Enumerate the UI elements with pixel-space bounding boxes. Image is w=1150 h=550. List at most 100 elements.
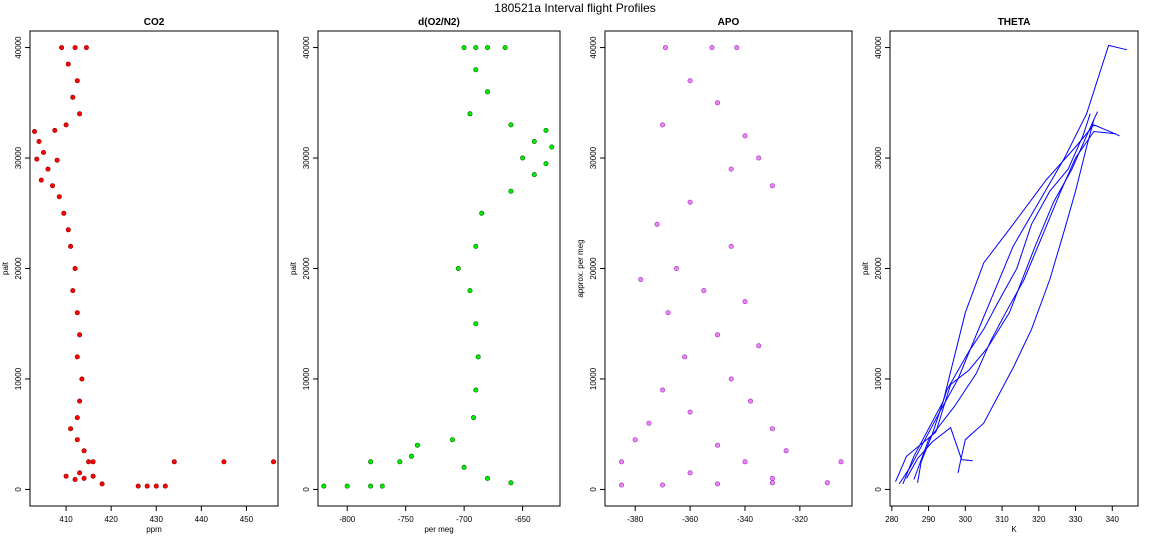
x-tick-label: 320 <box>1032 515 1046 524</box>
y-tick-label: 0 <box>874 487 883 492</box>
y-axis-label: palt <box>1 261 10 275</box>
y-tick-label: 20000 <box>589 257 598 280</box>
data-point <box>520 155 526 161</box>
data-point <box>714 442 720 448</box>
data-point <box>714 481 720 487</box>
data-point <box>543 127 549 133</box>
data-point <box>473 321 479 327</box>
data-point <box>654 221 660 227</box>
data-point <box>77 398 83 404</box>
x-tick-label: -650 <box>515 515 532 524</box>
data-point <box>687 409 693 415</box>
series-line <box>895 111 1099 482</box>
data-point <box>171 459 177 465</box>
data-point <box>714 332 720 338</box>
data-point <box>72 476 78 482</box>
x-tick-label: -800 <box>339 515 356 524</box>
x-tick-label: -380 <box>627 515 644 524</box>
y-tick-label: 0 <box>14 487 23 492</box>
data-point <box>56 194 62 200</box>
data-point <box>734 45 740 51</box>
x-tick-label: 450 <box>240 515 254 524</box>
data-point <box>408 453 414 459</box>
data-point <box>81 448 87 454</box>
data-point <box>618 482 624 488</box>
data-point <box>549 144 555 150</box>
panel-title: APO <box>718 17 740 28</box>
y-tick-label: 20000 <box>302 257 311 280</box>
data-point <box>74 310 80 316</box>
y-tick-label: 10000 <box>589 367 598 390</box>
x-tick-label: -340 <box>737 515 754 524</box>
data-point <box>38 177 44 183</box>
y-tick-label: 10000 <box>874 367 883 390</box>
data-point <box>77 332 83 338</box>
y-tick-label: 40000 <box>302 36 311 59</box>
data-point <box>484 475 490 481</box>
data-point <box>701 288 707 294</box>
x-tick-label: 440 <box>195 515 209 524</box>
figure-title: 180521a Interval flight Profiles <box>494 1 655 15</box>
data-point <box>479 210 485 216</box>
y-tick-label: 0 <box>302 487 311 492</box>
series-line <box>917 113 1091 483</box>
data-point <box>414 442 420 448</box>
x-tick-label: 340 <box>1106 515 1120 524</box>
y-tick-label: 30000 <box>589 146 598 169</box>
x-tick-label: 410 <box>59 515 73 524</box>
data-point <box>31 129 37 135</box>
data-point <box>455 265 461 271</box>
data-point <box>90 473 96 479</box>
data-point <box>747 398 753 404</box>
x-axis-label: ppm <box>146 525 162 534</box>
data-point <box>508 480 514 486</box>
data-point <box>687 78 693 84</box>
data-point <box>769 480 775 486</box>
series-line <box>957 119 1095 474</box>
data-point <box>83 45 89 51</box>
data-point <box>682 354 688 360</box>
data-point <box>63 473 69 479</box>
x-tick-label: 300 <box>959 515 973 524</box>
data-point <box>461 45 467 51</box>
data-point <box>72 45 78 51</box>
data-point <box>769 475 775 481</box>
y-tick-label: 40000 <box>14 36 23 59</box>
data-point <box>470 415 476 421</box>
data-point <box>484 89 490 95</box>
data-point <box>531 139 537 145</box>
data-point <box>783 448 789 454</box>
data-point <box>508 188 514 194</box>
panel-title: d(O2/N2) <box>418 17 460 28</box>
data-point <box>665 310 671 316</box>
data-point <box>742 299 748 305</box>
data-point <box>368 459 374 465</box>
data-point <box>90 459 96 465</box>
data-point <box>344 483 350 489</box>
x-axis-label: K <box>1011 525 1017 534</box>
series-line <box>906 426 973 479</box>
panel-1: d(O2/N2) -800 -750 -700 -650 0 10000 20000 30000… <box>289 17 561 534</box>
y-tick-label: 10000 <box>302 367 311 390</box>
data-point <box>68 243 74 249</box>
panel-title: CO2 <box>144 17 165 28</box>
x-axis-label: per meg <box>424 525 453 534</box>
data-point <box>74 354 80 360</box>
data-point <box>36 139 42 145</box>
data-point <box>714 100 720 106</box>
data-point <box>769 183 775 189</box>
y-tick-label: 10000 <box>14 367 23 390</box>
data-point <box>65 227 71 233</box>
panel-3: THETA 280 290 300 310 320 330 340 0 10000 20000 300… <box>861 17 1139 534</box>
data-point <box>77 111 83 117</box>
y-axis-label: approx. per meg <box>576 239 585 297</box>
data-point <box>74 78 80 84</box>
data-point <box>70 288 76 294</box>
data-point <box>54 157 60 163</box>
data-point <box>728 166 734 172</box>
data-point <box>742 133 748 139</box>
data-point <box>756 155 762 161</box>
data-point <box>838 459 844 465</box>
